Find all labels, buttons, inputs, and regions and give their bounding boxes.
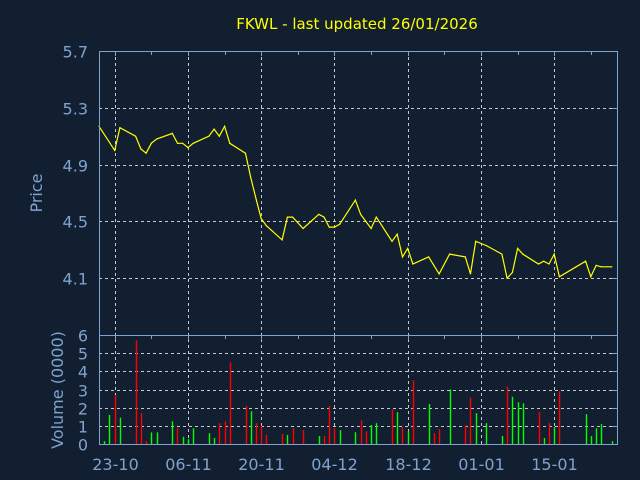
price-point xyxy=(229,142,231,144)
price-point xyxy=(511,271,513,274)
price-point xyxy=(469,273,472,275)
price-point xyxy=(548,263,550,265)
price-point xyxy=(501,253,503,255)
price-point xyxy=(333,226,336,228)
price-point xyxy=(553,253,555,255)
price-tick-label: 4.1 xyxy=(63,270,88,289)
x-tick-label: 06-11 xyxy=(165,455,212,474)
price-line xyxy=(98,124,612,280)
price-point xyxy=(438,273,440,275)
price-point xyxy=(192,142,194,144)
price-point xyxy=(375,216,377,218)
price-point xyxy=(370,227,372,230)
price-point xyxy=(176,142,179,144)
price-point xyxy=(213,128,215,130)
price-point xyxy=(224,125,226,127)
price-point xyxy=(135,135,137,137)
price-tick-label: 4.9 xyxy=(63,157,88,176)
x-tick-label: 04-12 xyxy=(311,455,358,474)
volume-tick-label: 3 xyxy=(78,382,88,401)
price-point xyxy=(260,218,262,220)
price-tick-label: 5.7 xyxy=(63,43,88,62)
price-point xyxy=(391,240,393,242)
price-axis-label: Price xyxy=(27,173,46,212)
price-point xyxy=(182,142,184,144)
price-point xyxy=(449,253,451,255)
price-point xyxy=(292,216,294,218)
price-point xyxy=(286,216,288,218)
price-point xyxy=(475,240,477,242)
price-point xyxy=(119,127,121,129)
price-point xyxy=(600,266,602,268)
price-point xyxy=(485,244,487,247)
volume-tick-label: 2 xyxy=(78,400,88,419)
volume-tick-label: 6 xyxy=(78,327,88,346)
price-point xyxy=(407,247,409,249)
price-point xyxy=(433,264,435,266)
price-point xyxy=(611,266,613,268)
price-point xyxy=(412,263,414,265)
chart-title: FKWL - last updated 26/01/2026 xyxy=(236,15,478,33)
price-tick-label: 5.3 xyxy=(63,100,88,119)
price-point xyxy=(464,256,466,258)
price-point xyxy=(590,276,592,278)
price-point xyxy=(354,199,356,201)
price-point xyxy=(145,152,147,154)
price-point xyxy=(150,142,152,144)
price-point xyxy=(156,138,158,140)
price-point xyxy=(522,253,524,255)
price-point xyxy=(517,247,519,249)
price-point xyxy=(265,225,267,227)
price-point xyxy=(187,147,189,149)
price-point xyxy=(302,227,304,230)
x-tick-label: 18-12 xyxy=(385,455,432,474)
price-point xyxy=(208,135,210,137)
price-point xyxy=(328,226,330,228)
price-point xyxy=(428,256,430,258)
price-point xyxy=(281,239,283,241)
price-point xyxy=(140,148,142,150)
price-point xyxy=(585,260,587,262)
price-point xyxy=(401,256,404,258)
volume-tick-label: 4 xyxy=(78,363,88,382)
price-point xyxy=(318,213,320,215)
price-series xyxy=(98,124,613,280)
price-point xyxy=(255,198,257,200)
price-tick-label: 4.5 xyxy=(63,213,88,232)
price-point xyxy=(114,149,116,151)
price-point xyxy=(365,220,367,222)
price-point xyxy=(339,223,341,225)
plot-frame xyxy=(99,51,618,445)
volume-tick-label: 5 xyxy=(78,345,88,364)
price-point xyxy=(558,276,561,278)
x-tick-label: 23-10 xyxy=(92,455,139,474)
price-point xyxy=(506,277,508,279)
price-point xyxy=(360,213,362,215)
price-point xyxy=(171,132,173,134)
price-point xyxy=(595,264,597,266)
volume-axis-label: Volume (0000) xyxy=(48,331,67,449)
price-point xyxy=(396,233,398,235)
x-tick-label: 01-01 xyxy=(458,455,505,474)
price-point xyxy=(543,260,545,262)
price-point xyxy=(537,263,540,265)
price-point xyxy=(323,216,325,218)
volume-tick-label: 1 xyxy=(78,418,88,437)
x-tick-label: 15-01 xyxy=(531,455,578,474)
volume-bars xyxy=(103,340,614,444)
price-point xyxy=(244,152,247,154)
price-point xyxy=(218,135,220,137)
volume-tick-label: 0 xyxy=(78,436,88,455)
tick-labels: 23-10 06-11 20-11 04-12 18-12 01-01 15-01 5.7 5.… xyxy=(63,43,578,475)
plot-border xyxy=(99,51,618,445)
price-point xyxy=(250,176,252,178)
x-tick-label: 20-11 xyxy=(238,455,285,474)
grid-lines xyxy=(99,51,617,444)
